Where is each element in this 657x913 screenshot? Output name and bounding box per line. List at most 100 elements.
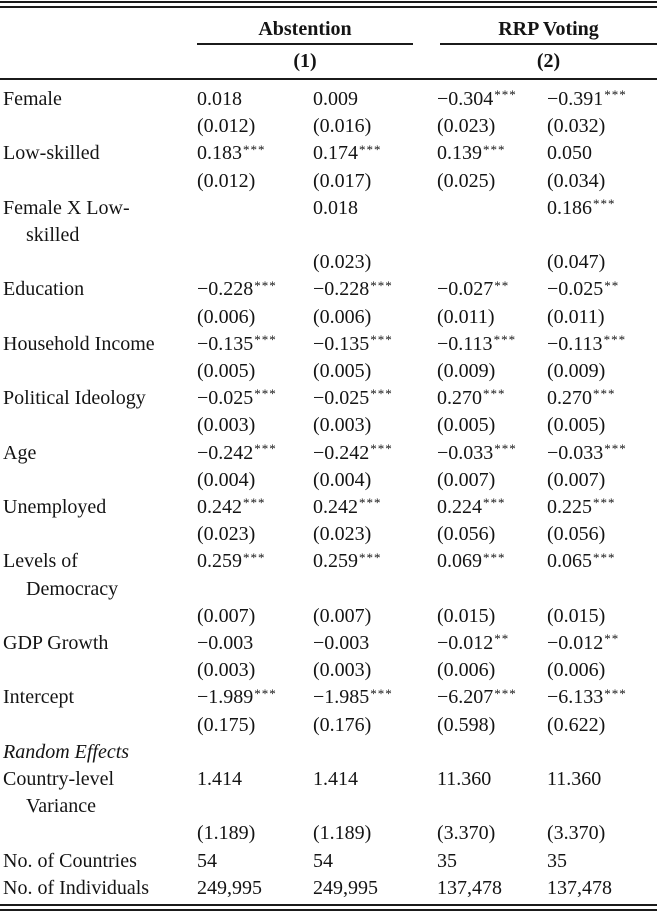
cell-value	[313, 793, 437, 820]
cell-value: 1.414	[197, 768, 242, 791]
table-row: Age −0.242*** −0.242*** −0.033*** −0.033***	[0, 440, 657, 467]
header-spacer	[0, 8, 197, 45]
table-row: Democracy	[0, 576, 657, 603]
cell-value	[197, 195, 313, 222]
significance-stars: ***	[604, 440, 627, 456]
row-label: Age	[3, 441, 37, 464]
significance-stars: ***	[359, 495, 382, 511]
significance-stars: ***	[370, 440, 393, 456]
cell-value: (0.009)	[437, 360, 496, 383]
cell-value: 0.242***	[313, 495, 382, 519]
table-row: (0.023) (0.047)	[0, 249, 657, 276]
cell-value: (0.056)	[437, 523, 496, 546]
cell-value	[197, 739, 313, 766]
table-row: Random Effects	[0, 739, 657, 766]
row-label	[0, 168, 197, 195]
table-row: Low-skilled 0.183*** 0.174*** 0.139*** 0.050	[0, 140, 657, 167]
row-label: Variance	[26, 795, 96, 818]
significance-stars: ***	[243, 141, 266, 157]
cell-value: (0.025)	[437, 169, 496, 192]
cell-value: 11.360	[437, 768, 492, 791]
cell-value: −0.012**	[547, 631, 620, 655]
table-row: (0.012) (0.017) (0.025) (0.034)	[0, 168, 657, 195]
significance-stars: ***	[359, 549, 382, 565]
cell-value: (0.006)	[547, 659, 606, 682]
significance-stars: ***	[493, 331, 517, 347]
cell-value: (0.003)	[313, 414, 372, 437]
row-label: Political Ideology	[3, 387, 146, 410]
cell-value: (0.176)	[313, 713, 372, 736]
cell-value: −0.242***	[313, 440, 393, 464]
model-number-cell-1: (1)	[197, 45, 438, 80]
row-label: Female	[3, 88, 62, 110]
row-label: No. of Individuals	[3, 876, 150, 899]
row-label: Low-skilled	[3, 142, 100, 165]
cell-value	[313, 222, 437, 249]
cell-value	[437, 739, 547, 766]
table-row: Household Income −0.135*** −0.135*** −0.113…	[0, 331, 657, 358]
table-row: Country-level 1.414 1.414 11.360 11.360	[0, 766, 657, 793]
cell-value: −6.207***	[437, 685, 517, 709]
table-row: Female 0.018 0.009 −0.304*** −0.391***	[0, 79, 657, 113]
cell-value: (0.023)	[197, 523, 256, 546]
significance-stars: ***	[494, 87, 517, 103]
table-row: Intercept −1.989*** −1.985*** −6.207*** −6.1…	[0, 684, 657, 711]
significance-stars: **	[494, 277, 510, 293]
cell-value: 0.224***	[437, 495, 506, 519]
cell-value: 137,478	[547, 876, 613, 899]
significance-stars: ***	[254, 440, 277, 456]
significance-stars: ***	[359, 141, 382, 157]
cell-value	[437, 576, 547, 603]
cell-value: 0.183***	[197, 141, 266, 165]
cell-value: (0.003)	[197, 414, 256, 437]
cell-value: −0.228***	[197, 277, 277, 301]
significance-stars: ***	[593, 495, 616, 511]
cell-value: (0.175)	[197, 713, 256, 736]
cell-value: (0.598)	[437, 713, 496, 736]
significance-stars: **	[494, 631, 510, 647]
significance-stars: **	[604, 631, 620, 647]
row-label: Intercept	[3, 686, 75, 709]
cell-value: −0.113***	[437, 331, 517, 355]
model-number-cell-2: (2)	[437, 45, 657, 80]
cell-value: (0.005)	[313, 360, 372, 383]
cell-value: (3.370)	[547, 822, 606, 845]
table-row: Unemployed 0.242*** 0.242*** 0.224*** 0.225*…	[0, 494, 657, 521]
row-label: GDP Growth	[3, 632, 109, 655]
cell-value: −0.228***	[313, 277, 393, 301]
cell-value: 0.018	[313, 196, 358, 219]
cell-value: (0.009)	[547, 360, 606, 383]
table-row: (0.007) (0.007) (0.015) (0.015)	[0, 603, 657, 630]
table-row: Levels of 0.259*** 0.259*** 0.069*** 0.065**…	[0, 548, 657, 575]
significance-stars: ***	[243, 495, 266, 511]
column-group-cell-rrp-voting: RRP Voting	[437, 8, 657, 45]
cell-value: 0.139***	[437, 141, 506, 165]
row-label: Levels of	[3, 550, 78, 573]
row-label	[0, 712, 197, 739]
cell-value: 35	[437, 849, 458, 872]
row-label: Unemployed	[3, 496, 107, 519]
cell-value: −0.025**	[547, 277, 620, 301]
model-number-row: (1) (2)	[0, 45, 657, 80]
cell-value: −0.033***	[437, 440, 517, 464]
cell-value	[197, 222, 313, 249]
significance-stars: ***	[604, 87, 627, 103]
cell-value: 54	[197, 849, 217, 872]
cell-value: (0.006)	[313, 305, 372, 328]
cell-value: 0.018	[197, 88, 242, 110]
cell-value: −0.003	[197, 632, 254, 655]
cell-value: (0.007)	[197, 604, 256, 627]
significance-stars: ***	[593, 195, 616, 211]
cell-value: 0.186***	[547, 195, 616, 219]
table-row: (0.175) (0.176) (0.598) (0.622)	[0, 712, 657, 739]
table-row: (0.004) (0.004) (0.007) (0.007)	[0, 467, 657, 494]
table-row: (1.189) (1.189) (3.370) (3.370)	[0, 820, 657, 847]
row-label	[0, 358, 197, 385]
cell-value: (0.007)	[313, 604, 372, 627]
cell-value: (0.056)	[547, 523, 606, 546]
cell-value: −0.025***	[197, 386, 277, 410]
cell-value: −0.113***	[547, 331, 627, 355]
row-label	[0, 412, 197, 439]
cell-value: 0.259***	[197, 549, 266, 573]
